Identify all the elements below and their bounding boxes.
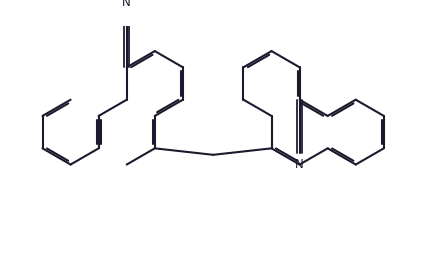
Text: N: N — [122, 0, 131, 9]
Text: N: N — [295, 158, 304, 171]
